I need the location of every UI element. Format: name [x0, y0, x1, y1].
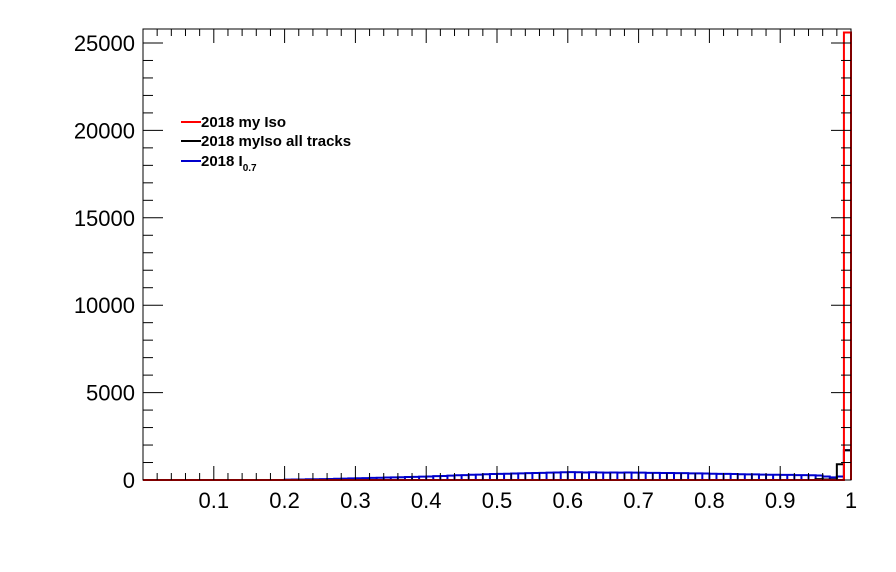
x-tick-label: 0.3 — [340, 488, 371, 513]
series-2-bin-79 — [844, 450, 851, 480]
x-axis: 0.1 0.2 0.3 0.4 0.5 0.6 0.7 0.8 0.9 1 — [156, 29, 857, 513]
series-2-bin-52 — [653, 473, 660, 480]
series-2-bin-40 — [568, 472, 575, 480]
x-tick-label: 0.4 — [411, 488, 442, 513]
x-tick-label: 0.5 — [482, 488, 513, 513]
x-tick-label: 0.8 — [694, 488, 725, 513]
series-layer — [143, 31, 852, 481]
series-2-bin-37 — [547, 473, 554, 480]
series-2-bin-46 — [610, 472, 617, 480]
series-1-bin-4 — [844, 450, 851, 480]
x-tick-label: 0.2 — [269, 488, 300, 513]
series-line-0 — [143, 31, 852, 481]
y-tick-label: 10000 — [74, 293, 135, 318]
series-2-bin-47 — [617, 473, 624, 480]
legend-label-my-iso: 2018 my Iso — [201, 114, 286, 131]
series-0 — [143, 31, 852, 481]
series-2-bin-45 — [603, 473, 610, 480]
y-tick-label: 15000 — [74, 206, 135, 231]
x-tick-label: 0.7 — [623, 488, 654, 513]
legend: 2018 my Iso 2018 myIso all tracks 2018 I… — [181, 114, 351, 174]
y-axis: 0 5000 10000 15000 20000 25000 — [74, 31, 851, 493]
x-tick-label: 0.9 — [765, 488, 796, 513]
series-2-bin-54 — [667, 473, 674, 480]
legend-label-myiso-all-tracks: 2018 myIso all tracks — [201, 133, 351, 150]
y-tick-label: 20000 — [74, 118, 135, 143]
series-2-bin-38 — [554, 472, 561, 480]
series-2-bin-44 — [596, 472, 603, 480]
y-tick-label: 5000 — [86, 381, 135, 406]
legend-label-i07: 2018 I0.7 — [201, 153, 257, 174]
legend-label-i07-main: 2018 I — [201, 153, 243, 170]
y-tick-label: 25000 — [74, 31, 135, 56]
series-2-bin-50 — [639, 473, 646, 480]
series-2-bin-41 — [575, 472, 582, 480]
x-tick-label: 0.6 — [553, 488, 584, 513]
series-2-bin-55 — [674, 473, 681, 480]
series-2-bin-49 — [632, 473, 639, 480]
series-2-bin-51 — [646, 473, 653, 480]
y-tick-label: 0 — [123, 468, 135, 493]
x-tick-label: 0.1 — [199, 488, 230, 513]
series-2-bin-34 — [525, 473, 532, 480]
series-2-bin-35 — [532, 473, 539, 480]
series-0-bin-0 — [844, 32, 851, 480]
x-tick-label: 1 — [845, 488, 857, 513]
legend-label-i07-subscript: 0.7 — [243, 163, 257, 174]
series-2-bin-42 — [582, 472, 589, 480]
plot-frame — [142, 28, 852, 481]
series-2-bin-36 — [539, 473, 546, 480]
series-2-bin-56 — [681, 473, 688, 480]
series-1-bin-3 — [837, 464, 844, 480]
series-2-bin-43 — [589, 472, 596, 480]
series-2-bin-48 — [624, 472, 631, 480]
series-2-bin-39 — [561, 472, 568, 480]
series-2-bin-53 — [660, 473, 667, 480]
